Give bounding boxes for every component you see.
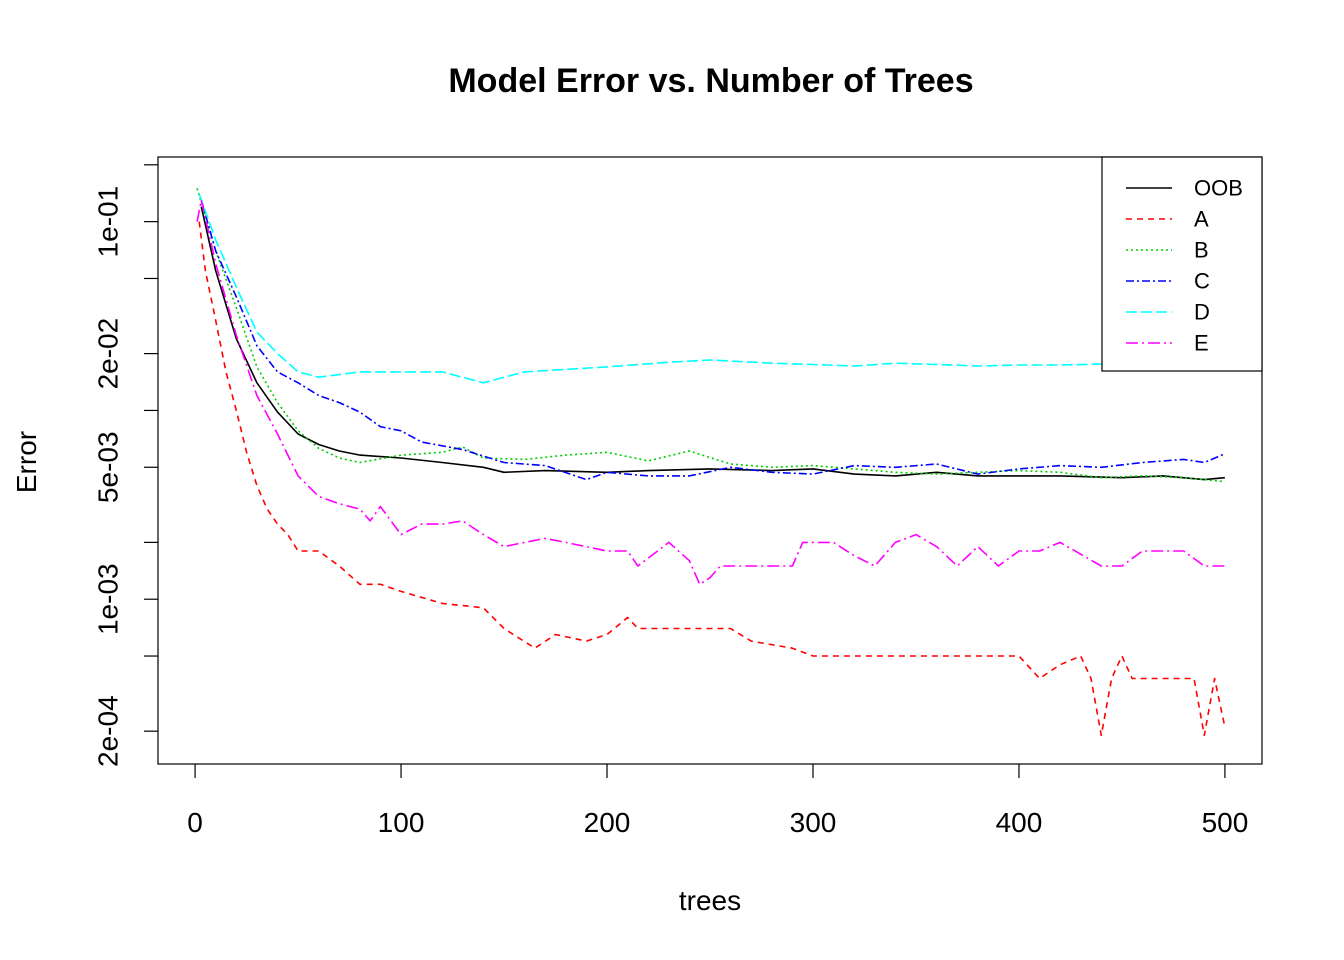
legend-label-oob: OOB (1194, 176, 1243, 201)
series-line-oob (200, 206, 1225, 481)
plot-frame (157, 156, 1263, 765)
series-line-d (198, 193, 1225, 384)
plot-area (157, 156, 1263, 765)
y-tick-label: 2e-02 (93, 318, 124, 390)
x-tick-label: 500 (1202, 807, 1249, 838)
y-axis: 2e-04 1e-03 5e-03 2e-02 1e-01 (93, 164, 158, 767)
legend-box (1101, 156, 1263, 372)
series-line-e (196, 199, 1225, 586)
series-lines (196, 188, 1226, 737)
legend-label-b: B (1194, 238, 1209, 263)
chart-title: Model Error vs. Number of Trees (448, 62, 973, 100)
y-tick-label: 2e-04 (93, 695, 124, 767)
y-tick-label: 5e-03 (93, 431, 124, 503)
legend-label-d: D (1194, 300, 1210, 325)
x-tick-label: 100 (378, 807, 425, 838)
x-axis-label: trees (679, 885, 741, 916)
legend-label-e: E (1194, 331, 1209, 356)
series-line-c (200, 199, 1226, 481)
legend-label-a: A (1194, 207, 1209, 232)
legend-label-c: C (1194, 269, 1210, 294)
x-axis: 0 100 200 300 400 500 (187, 764, 1248, 838)
x-tick-label: 300 (790, 807, 837, 838)
series-line-a (198, 221, 1226, 737)
y-tick-label: 1e-03 (93, 563, 124, 635)
x-tick-label: 400 (996, 807, 1043, 838)
y-tick-label: 1e-01 (93, 186, 124, 258)
x-tick-label: 200 (584, 807, 631, 838)
series-line-b (196, 188, 1225, 483)
y-axis-label: Error (11, 431, 42, 493)
x-tick-label: 0 (187, 807, 203, 838)
